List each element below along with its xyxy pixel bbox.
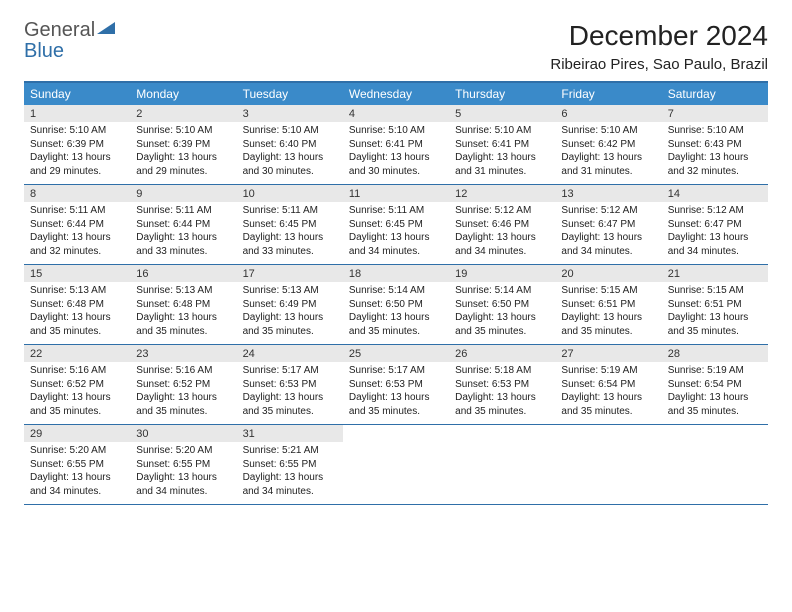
day-number: 26: [449, 345, 555, 362]
day-number: 19: [449, 265, 555, 282]
dow-cell: Sunday: [24, 83, 130, 105]
day-number: 18: [343, 265, 449, 282]
day-number: [449, 425, 555, 442]
day-body: Sunrise: 5:20 AMSunset: 6:55 PMDaylight:…: [24, 442, 130, 504]
day-number: [662, 425, 768, 442]
day-body: Sunrise: 5:11 AMSunset: 6:45 PMDaylight:…: [237, 202, 343, 264]
day-number: 11: [343, 185, 449, 202]
week-row: 22232425262728 Sunrise: 5:16 AMSunset: 6:…: [24, 345, 768, 425]
week-row: 891011121314 Sunrise: 5:11 AMSunset: 6:44…: [24, 185, 768, 265]
day-number: 12: [449, 185, 555, 202]
day-body: Sunrise: 5:13 AMSunset: 6:49 PMDaylight:…: [237, 282, 343, 344]
day-body: Sunrise: 5:19 AMSunset: 6:54 PMDaylight:…: [555, 362, 661, 424]
day-body: Sunrise: 5:15 AMSunset: 6:51 PMDaylight:…: [555, 282, 661, 344]
day-number: 22: [24, 345, 130, 362]
day-number: 20: [555, 265, 661, 282]
day-number: 6: [555, 105, 661, 122]
day-number: 7: [662, 105, 768, 122]
day-body: Sunrise: 5:14 AMSunset: 6:50 PMDaylight:…: [449, 282, 555, 344]
day-number: 25: [343, 345, 449, 362]
day-number: 24: [237, 345, 343, 362]
dow-cell: Saturday: [662, 83, 768, 105]
day-body: Sunrise: 5:18 AMSunset: 6:53 PMDaylight:…: [449, 362, 555, 424]
day-body: [449, 442, 555, 504]
dow-cell: Wednesday: [343, 83, 449, 105]
day-number: 1: [24, 105, 130, 122]
dow-header-row: SundayMondayTuesdayWednesdayThursdayFrid…: [24, 83, 768, 105]
day-body: Sunrise: 5:16 AMSunset: 6:52 PMDaylight:…: [24, 362, 130, 424]
day-body: Sunrise: 5:13 AMSunset: 6:48 PMDaylight:…: [130, 282, 236, 344]
day-body: Sunrise: 5:12 AMSunset: 6:47 PMDaylight:…: [555, 202, 661, 264]
logo-text: General Blue: [24, 20, 119, 62]
day-number: 27: [555, 345, 661, 362]
day-number: 31: [237, 425, 343, 442]
day-body: Sunrise: 5:11 AMSunset: 6:44 PMDaylight:…: [24, 202, 130, 264]
day-body: Sunrise: 5:15 AMSunset: 6:51 PMDaylight:…: [662, 282, 768, 344]
day-number: 10: [237, 185, 343, 202]
day-body: Sunrise: 5:10 AMSunset: 6:42 PMDaylight:…: [555, 122, 661, 184]
day-number: 16: [130, 265, 236, 282]
day-body: Sunrise: 5:17 AMSunset: 6:53 PMDaylight:…: [237, 362, 343, 424]
day-body: Sunrise: 5:20 AMSunset: 6:55 PMDaylight:…: [130, 442, 236, 504]
day-number: 8: [24, 185, 130, 202]
day-number: 23: [130, 345, 236, 362]
day-body: Sunrise: 5:10 AMSunset: 6:39 PMDaylight:…: [130, 122, 236, 184]
dow-cell: Monday: [130, 83, 236, 105]
week-row: 15161718192021 Sunrise: 5:13 AMSunset: 6:…: [24, 265, 768, 345]
day-body: Sunrise: 5:10 AMSunset: 6:41 PMDaylight:…: [343, 122, 449, 184]
day-body: Sunrise: 5:16 AMSunset: 6:52 PMDaylight:…: [130, 362, 236, 424]
day-number: 29: [24, 425, 130, 442]
day-body: Sunrise: 5:21 AMSunset: 6:55 PMDaylight:…: [237, 442, 343, 504]
day-number: 21: [662, 265, 768, 282]
day-body: Sunrise: 5:19 AMSunset: 6:54 PMDaylight:…: [662, 362, 768, 424]
day-body: Sunrise: 5:10 AMSunset: 6:43 PMDaylight:…: [662, 122, 768, 184]
day-body: Sunrise: 5:11 AMSunset: 6:45 PMDaylight:…: [343, 202, 449, 264]
day-number: 30: [130, 425, 236, 442]
title-block: December 2024 Ribeirao Pires, Sao Paulo,…: [550, 20, 768, 73]
day-body: Sunrise: 5:12 AMSunset: 6:46 PMDaylight:…: [449, 202, 555, 264]
day-body: [662, 442, 768, 504]
day-number: 14: [662, 185, 768, 202]
day-number: 4: [343, 105, 449, 122]
header: General Blue December 2024 Ribeirao Pire…: [24, 20, 768, 73]
page-title: December 2024: [550, 20, 768, 52]
logo-line2: Blue: [24, 40, 64, 62]
day-body: Sunrise: 5:11 AMSunset: 6:44 PMDaylight:…: [130, 202, 236, 264]
day-body: Sunrise: 5:10 AMSunset: 6:41 PMDaylight:…: [449, 122, 555, 184]
day-body: Sunrise: 5:12 AMSunset: 6:47 PMDaylight:…: [662, 202, 768, 264]
day-number: [555, 425, 661, 442]
dow-cell: Friday: [555, 83, 661, 105]
day-number: 15: [24, 265, 130, 282]
day-body: Sunrise: 5:14 AMSunset: 6:50 PMDaylight:…: [343, 282, 449, 344]
logo: General Blue: [24, 20, 119, 62]
day-number: [343, 425, 449, 442]
week-row: 293031Sunrise: 5:20 AMSunset: 6:55 PMDay…: [24, 425, 768, 505]
calendar-page: General Blue December 2024 Ribeirao Pire…: [0, 0, 792, 525]
logo-line1: General: [24, 19, 95, 41]
day-number: 28: [662, 345, 768, 362]
day-body: Sunrise: 5:10 AMSunset: 6:40 PMDaylight:…: [237, 122, 343, 184]
day-number: 13: [555, 185, 661, 202]
calendar-grid: SundayMondayTuesdayWednesdayThursdayFrid…: [24, 81, 768, 505]
logo-sail-icon: [97, 20, 119, 41]
day-body: [555, 442, 661, 504]
day-number: 5: [449, 105, 555, 122]
day-body: Sunrise: 5:13 AMSunset: 6:48 PMDaylight:…: [24, 282, 130, 344]
day-number: 17: [237, 265, 343, 282]
location-subtitle: Ribeirao Pires, Sao Paulo, Brazil: [550, 56, 768, 73]
dow-cell: Tuesday: [237, 83, 343, 105]
week-row: 1234567 Sunrise: 5:10 AMSunset: 6:39 PMDa…: [24, 105, 768, 185]
day-number: 9: [130, 185, 236, 202]
day-body: Sunrise: 5:10 AMSunset: 6:39 PMDaylight:…: [24, 122, 130, 184]
day-number: 2: [130, 105, 236, 122]
day-body: Sunrise: 5:17 AMSunset: 6:53 PMDaylight:…: [343, 362, 449, 424]
day-number: 3: [237, 105, 343, 122]
day-body: [343, 442, 449, 504]
dow-cell: Thursday: [449, 83, 555, 105]
